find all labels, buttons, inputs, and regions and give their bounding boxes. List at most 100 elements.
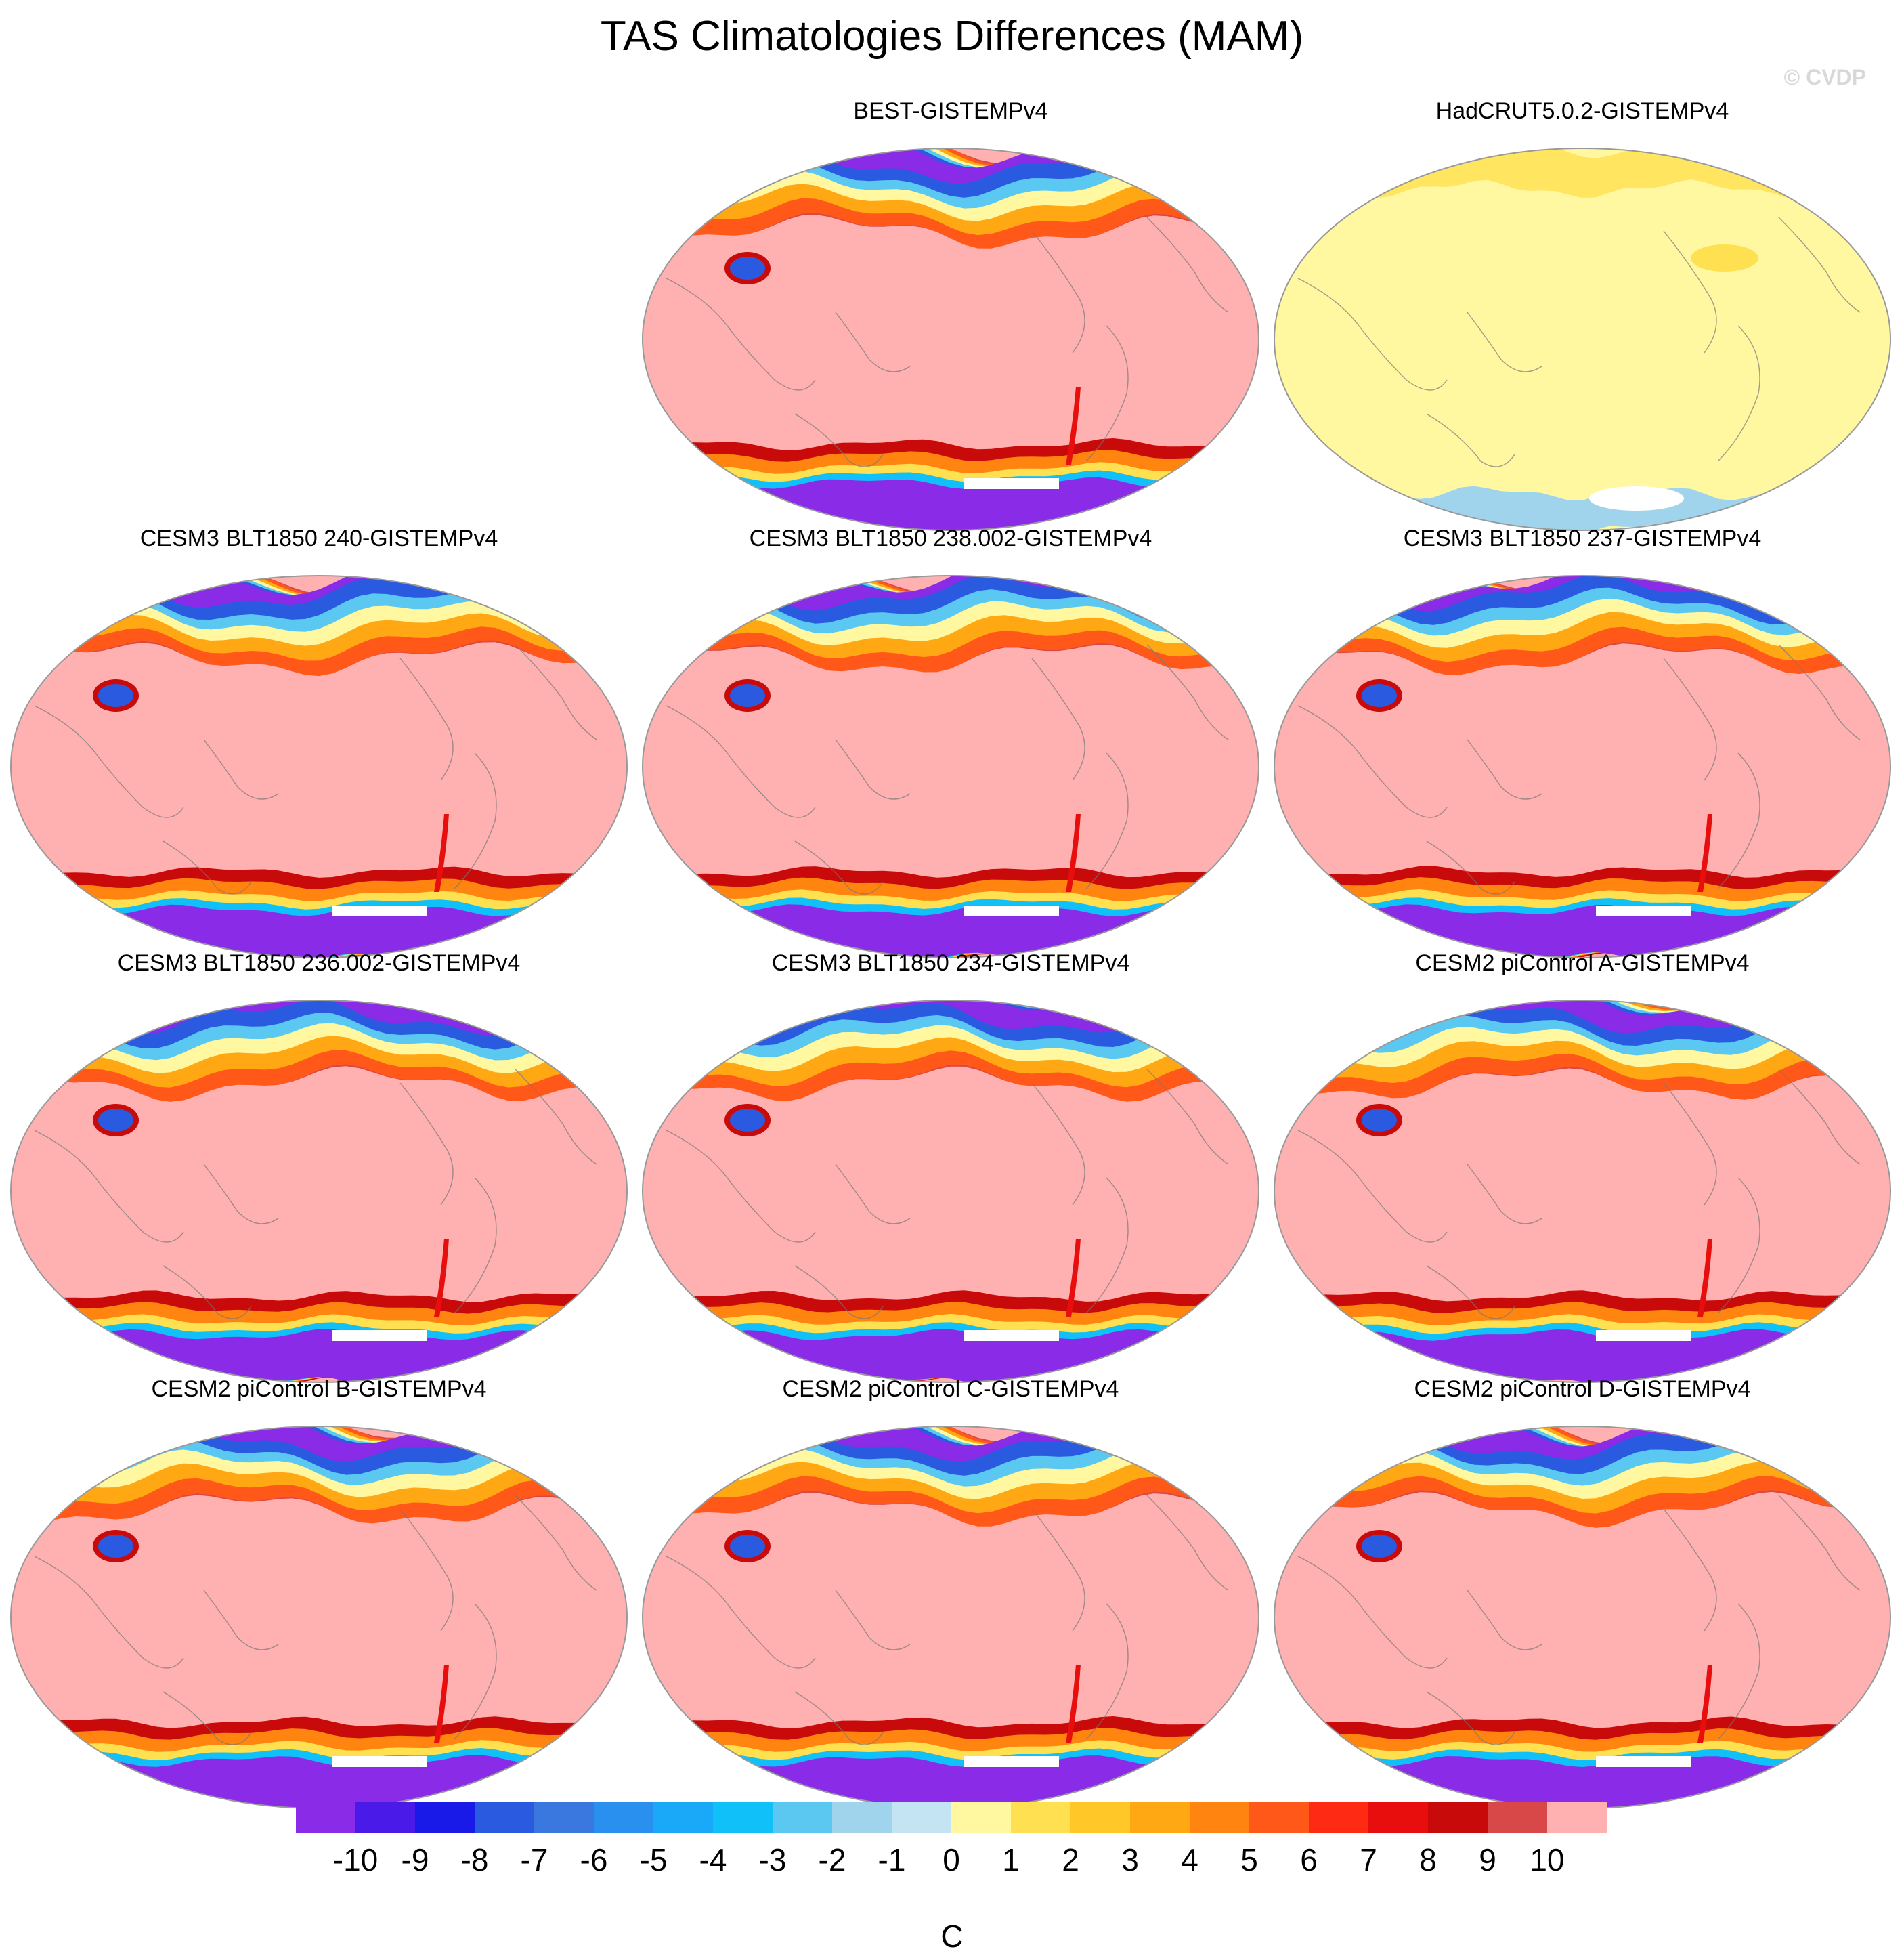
colorbar-box — [355, 1802, 415, 1833]
tibet-anomaly — [1362, 1535, 1397, 1558]
coastline — [1085, 752, 1129, 889]
coastline — [1085, 1177, 1129, 1314]
andes-anomaly — [434, 1239, 449, 1317]
coastline — [399, 1082, 454, 1206]
coastline — [1297, 1130, 1448, 1243]
coastline — [1467, 312, 1542, 372]
tibet-anomaly — [730, 684, 765, 707]
colorbar-box — [1368, 1802, 1428, 1833]
panel-title: HadCRUT5.0.2-GISTEMPv4 — [1435, 98, 1729, 124]
coastline — [835, 1590, 911, 1650]
andes-anomaly — [1697, 1239, 1712, 1317]
coastline — [163, 1265, 252, 1319]
coastline — [1467, 739, 1542, 800]
coastline — [399, 658, 454, 781]
colorbar-tick-label: -6 — [580, 1842, 608, 1877]
coastline — [794, 1265, 884, 1319]
andes-anomaly — [434, 814, 449, 892]
tibet-anomaly — [730, 1109, 765, 1132]
map-panel — [1274, 148, 1891, 531]
coastline — [1778, 1069, 1861, 1165]
field-band — [643, 1426, 1259, 1476]
andes-anomaly — [434, 1665, 449, 1743]
coastline — [1663, 230, 1717, 354]
credit-watermark: © CVDP — [1783, 65, 1866, 89]
coastline — [794, 413, 884, 467]
coastline — [163, 840, 252, 895]
map-panel — [642, 1000, 1259, 1383]
colorbar-box — [1309, 1802, 1368, 1833]
panel-title: CESM3 BLT1850 237-GISTEMPv4 — [1403, 526, 1762, 551]
colorbar-tick-label: 8 — [1419, 1842, 1437, 1877]
andes-anomaly — [1066, 1239, 1081, 1317]
colorbar-box — [415, 1802, 475, 1833]
colorbar-box — [1190, 1802, 1249, 1833]
colorbar-box — [832, 1802, 892, 1833]
colorbar-tick-label: -8 — [461, 1842, 489, 1877]
coastline — [1717, 1177, 1760, 1314]
missing-data — [1596, 1330, 1691, 1341]
coastline — [1031, 1508, 1085, 1632]
coastline — [1031, 658, 1085, 781]
coastline — [1146, 1495, 1229, 1591]
map-panel — [10, 575, 628, 958]
coastline — [794, 1691, 884, 1745]
missing-data — [1589, 486, 1684, 511]
coastline — [1297, 278, 1448, 391]
coastline — [1717, 325, 1760, 462]
colorbar-tick-label: -5 — [640, 1842, 668, 1877]
missing-data — [332, 1756, 427, 1767]
colorbar-tick-label: 3 — [1121, 1842, 1139, 1877]
colorbar-box — [1011, 1802, 1070, 1833]
coastline — [1426, 1691, 1515, 1745]
colorbar-box — [534, 1802, 594, 1833]
panel-title: CESM2 piControl B-GISTEMPv4 — [151, 1376, 487, 1402]
coastline — [1031, 230, 1085, 354]
andes-anomaly — [1697, 1665, 1712, 1743]
map-outline — [10, 575, 628, 958]
panel-title: CESM3 BLT1850 240-GISTEMPv4 — [139, 526, 498, 551]
coastline — [203, 739, 279, 800]
coastline — [203, 1590, 279, 1650]
colorbar-tick-label: -10 — [333, 1842, 378, 1877]
colorbar-box — [1249, 1802, 1309, 1833]
colorbar-tick-label: 4 — [1181, 1842, 1198, 1877]
field-warm-spot — [1691, 244, 1758, 272]
missing-data — [1596, 1756, 1691, 1767]
colorbar-box — [773, 1802, 832, 1833]
coastline — [666, 1556, 816, 1669]
colorbar-box — [713, 1802, 773, 1833]
coastline — [1467, 1590, 1542, 1650]
colorbar-tick-label: 1 — [1002, 1842, 1020, 1877]
colorbar-tick-label: 6 — [1300, 1842, 1318, 1877]
colorbar-box — [1428, 1802, 1488, 1833]
missing-data — [332, 906, 427, 916]
coastline — [515, 644, 597, 740]
coastline — [794, 840, 884, 895]
field-band — [11, 1426, 627, 1462]
coastline — [1146, 644, 1229, 740]
andes-anomaly — [1066, 1665, 1081, 1743]
colorbar-box — [1547, 1802, 1607, 1833]
coastline — [163, 1691, 252, 1745]
coastline — [1426, 1265, 1515, 1319]
coastline — [666, 705, 816, 818]
panel-title: CESM3 BLT1850 236.002-GISTEMPv4 — [117, 950, 521, 976]
map-outline — [642, 148, 1259, 531]
panel-title: CESM2 piControl D-GISTEMPv4 — [1414, 1376, 1751, 1402]
coastline — [1426, 413, 1515, 467]
andes-anomaly — [1697, 814, 1712, 892]
panel-title: CESM2 piControl C-GISTEMPv4 — [782, 1376, 1119, 1402]
colorbar-tick-label: 5 — [1240, 1842, 1258, 1877]
coastline — [1426, 840, 1515, 895]
coastline — [1146, 217, 1229, 313]
coastline — [1085, 1603, 1129, 1740]
tibet-anomaly — [98, 1535, 133, 1558]
colorbar-box — [951, 1802, 1011, 1833]
colorbar-tick-label: 10 — [1530, 1842, 1564, 1877]
tibet-anomaly — [730, 1535, 765, 1558]
field-band — [643, 148, 1259, 198]
map-outline — [1274, 1000, 1891, 1383]
coastline — [1717, 752, 1760, 889]
panel-title: CESM3 BLT1850 238.002-GISTEMPv4 — [749, 526, 1152, 551]
